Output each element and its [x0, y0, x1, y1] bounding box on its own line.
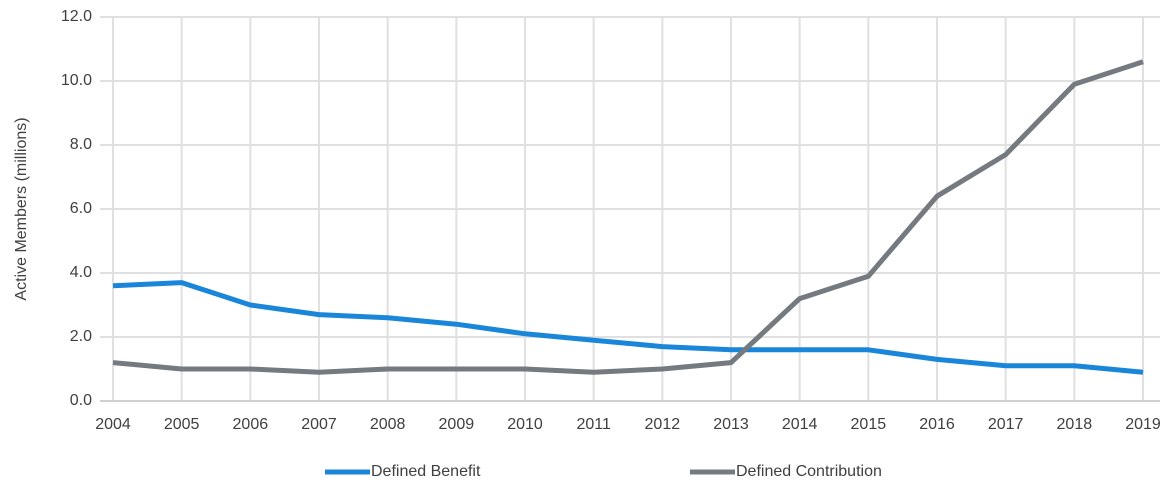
x-tick-label: 2019: [1125, 416, 1161, 433]
x-tick-label: 2012: [645, 416, 681, 433]
legend-label: Defined Benefit: [371, 463, 481, 480]
x-tick-label: 2008: [370, 416, 406, 433]
x-tick-label: 2016: [919, 416, 955, 433]
x-tick-label: 2009: [439, 416, 475, 433]
x-tick-label: 2017: [988, 416, 1024, 433]
x-tick-label: 2011: [576, 416, 611, 433]
x-tick-label: 2007: [301, 416, 337, 433]
line: [112, 280, 1144, 375]
y-tick-label: 12.0: [61, 8, 92, 25]
y-tick-label: 4.0: [70, 264, 92, 281]
x-tick-label: 2006: [233, 416, 269, 433]
line: [112, 59, 1144, 375]
x-tick-label: 2005: [164, 416, 200, 433]
x-tick-label: 2018: [1057, 416, 1093, 433]
y-tick-label: 6.0: [70, 200, 92, 217]
x-tick-label: 2014: [782, 416, 818, 433]
y-tick-label: 2.0: [70, 328, 92, 345]
x-tick-label: 2015: [851, 416, 887, 433]
legend-label: Defined Contribution: [736, 463, 882, 480]
y-tick-label: 0.0: [70, 392, 92, 409]
y-tick-label: 8.0: [70, 136, 92, 153]
x-tick-label: 2004: [95, 416, 131, 433]
y-axis-label: Active Members (millions): [13, 117, 30, 300]
x-tick-label: 2013: [713, 416, 749, 433]
x-tick-label: 2010: [507, 416, 543, 433]
y-tick-label: 10.0: [61, 72, 92, 89]
